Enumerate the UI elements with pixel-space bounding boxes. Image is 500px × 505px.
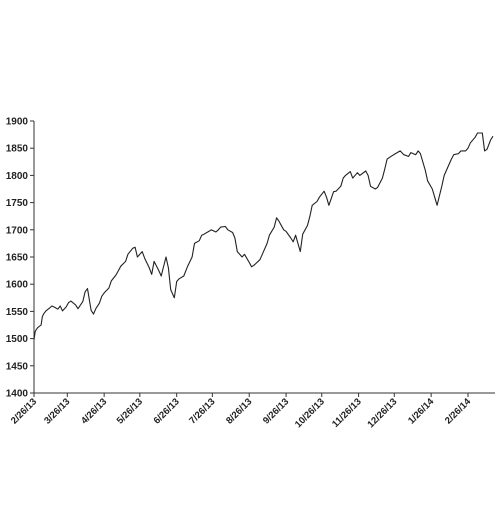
y-tick-label: 1550 xyxy=(6,307,29,318)
x-tick-label: 11/26/13 xyxy=(330,396,364,430)
y-tick-label: 1800 xyxy=(6,171,29,182)
x-tick-label: 7/26/13 xyxy=(187,396,217,426)
x-tick-label: 9/26/13 xyxy=(261,396,291,426)
x-tick-label: 10/26/13 xyxy=(293,396,327,430)
x-tick-label: 3/26/13 xyxy=(42,396,72,426)
x-tick-label: 6/26/13 xyxy=(152,396,182,426)
x-tick-label: 5/26/13 xyxy=(115,396,145,426)
x-tick-label: 2/26/13 xyxy=(9,396,39,426)
x-tick-label: 2/26/14 xyxy=(443,396,474,427)
y-tick-label: 1650 xyxy=(6,253,29,264)
y-tick-label: 1500 xyxy=(6,334,29,345)
x-tick-label: 4/26/13 xyxy=(79,396,109,426)
y-tick-label: 1900 xyxy=(6,117,29,128)
y-tick-label: 1600 xyxy=(6,280,29,291)
y-tick-label: 1700 xyxy=(6,225,29,236)
y-tick-label: 1450 xyxy=(6,361,29,372)
x-tick-label: 12/26/13 xyxy=(365,396,399,430)
x-tick-label: 1/26/14 xyxy=(406,396,437,427)
series-line xyxy=(33,132,494,340)
y-tick-label: 1400 xyxy=(6,389,29,400)
y-tick-label: 1850 xyxy=(6,144,29,155)
y-tick-label: 1750 xyxy=(6,198,29,209)
x-tick-label: 8/26/13 xyxy=(224,396,254,426)
